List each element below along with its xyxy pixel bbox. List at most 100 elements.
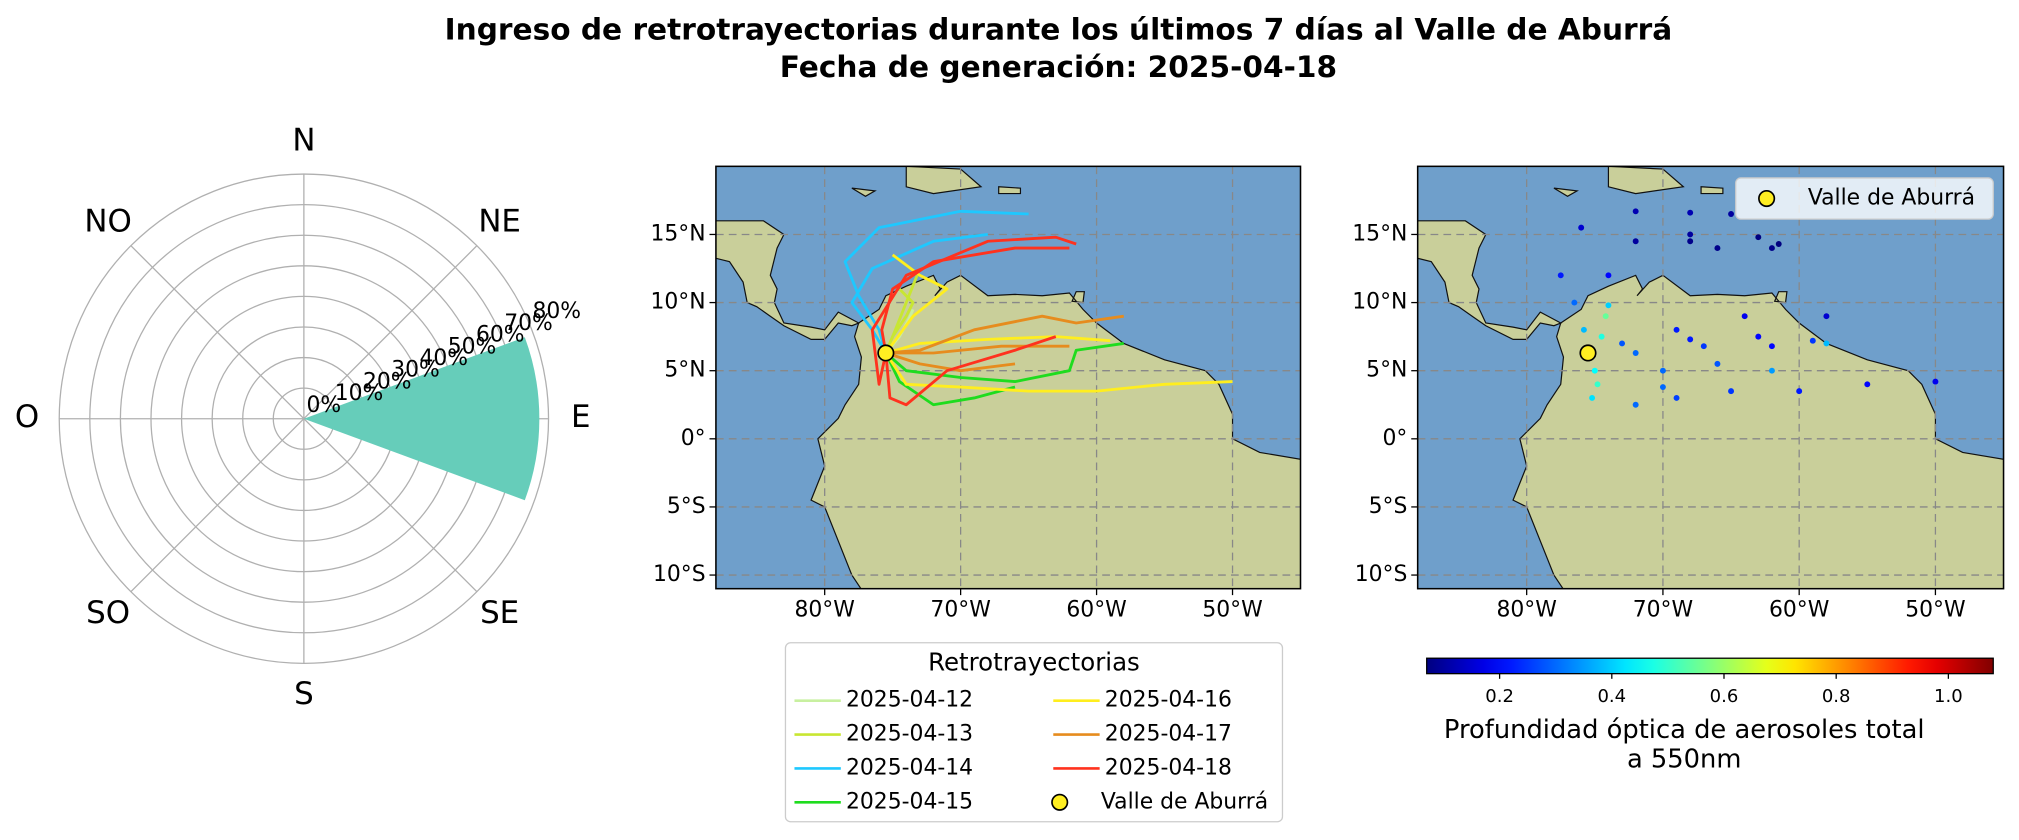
colorbar (1426, 657, 1994, 675)
title: Ingreso de retrotrayectorias durante los… (445, 13, 1673, 47)
legend-label: 2025-04-13 (846, 722, 973, 747)
aod-dot (1864, 381, 1871, 388)
y-tick-label: 15°N (650, 221, 705, 246)
trajectory (884, 274, 919, 354)
colorbar-tick-label: 1.0 (1934, 686, 1963, 707)
direction-label: S (294, 676, 314, 712)
y-tick-label: 10°N (650, 290, 705, 315)
r-tick-label: 40% (419, 346, 468, 371)
aod-dot (1768, 343, 1775, 350)
aod-dot (1796, 388, 1803, 395)
legend-label: 2025-04-12 (846, 688, 973, 713)
aod-dot (1673, 326, 1680, 333)
y-tick-label: 15°N (1352, 221, 1407, 246)
x-tick-label: 60°W (1769, 598, 1829, 623)
map-frame (1416, 165, 2005, 590)
colorbar-tick-label: 0.6 (1710, 686, 1739, 707)
aod-dot (1605, 272, 1612, 279)
r-tick-label: 80% (532, 299, 581, 324)
map (715, 166, 1301, 589)
map (1417, 166, 2004, 589)
r-tick-label: 0% (306, 393, 341, 418)
legend-label: 2025-04-15 (846, 789, 973, 814)
legend-label: 2025-04-17 (1105, 722, 1232, 747)
trajectory (880, 246, 1070, 354)
aod-dot (1659, 367, 1666, 374)
x-tick-label: 50°W (1905, 598, 1965, 623)
direction-label: O (15, 399, 39, 435)
grid-spoke (303, 418, 478, 593)
aod-dot (1823, 340, 1830, 347)
y-tick-label: 5°S (1369, 494, 1408, 519)
subtitle: Fecha de generación: 2025-04-18 (780, 50, 1337, 84)
aod-dot (1714, 360, 1721, 367)
aod-dot (1728, 388, 1735, 395)
y-tick-label: 0° (1383, 426, 1408, 451)
aod-dot (1687, 209, 1694, 216)
x-tick-label: 70°W (1633, 598, 1693, 623)
aod-dot (1659, 384, 1666, 391)
aod-dot (1605, 302, 1612, 309)
direction-label: N (292, 122, 315, 158)
aod-dot (1571, 299, 1578, 306)
aod-dot (1557, 272, 1564, 279)
colorbar-label: Profundidad óptica de aerosoles total (1444, 715, 1925, 745)
aod-dot (1823, 313, 1830, 320)
legend-title: Retrotrayectorias (928, 647, 1140, 676)
y-tick-label: 5°N (1366, 358, 1407, 383)
y-tick-label: 0° (681, 426, 706, 451)
trajectory (884, 352, 1016, 407)
aod-dot (1687, 238, 1694, 245)
legend-label: Valle de Aburrá (1808, 186, 1975, 211)
direction-label: SE (480, 595, 519, 631)
trajectory (884, 342, 1124, 384)
legend-marker (1051, 793, 1069, 811)
x-tick-label: 80°W (794, 598, 854, 623)
r-tick-label: 30% (391, 358, 440, 383)
aod-dot (1619, 340, 1626, 347)
grid-spoke (130, 418, 305, 593)
r-tick-label: 70% (504, 311, 553, 336)
aod-dot (1687, 336, 1694, 343)
x-tick-label: 60°W (1066, 598, 1126, 623)
trajectory (885, 335, 1111, 355)
r-tick-label: 60% (476, 323, 525, 348)
y-tick-label: 10°S (1355, 562, 1408, 587)
aod-dot (1632, 401, 1639, 408)
aod-dot (1932, 378, 1939, 385)
aod-dot (1728, 211, 1735, 217)
legend-box (1735, 177, 1994, 220)
plots: N NE E SE S SO O NO 0%10%20%30%40%50%60%70%80% 80… (15, 122, 2005, 823)
aod-dot (1580, 326, 1587, 333)
aod-dot (1589, 394, 1596, 401)
direction-label: NO (84, 203, 131, 239)
r-tick-label: 10% (335, 381, 384, 406)
trajectory (870, 235, 1077, 386)
trajectory (843, 209, 1029, 354)
valle-marker (1579, 344, 1597, 362)
aod-dot (1714, 245, 1721, 252)
aod-dot (1768, 367, 1775, 374)
aod-dot (1594, 381, 1601, 388)
legend-label: 2025-04-16 (1105, 688, 1232, 713)
y-tick-label: 10°S (653, 562, 706, 587)
aod-dot (1775, 241, 1782, 247)
aod-dot (1768, 245, 1775, 252)
legend-label: Valle de Aburrá (1101, 789, 1268, 814)
trajectory (884, 253, 949, 354)
aod-dot (1632, 238, 1639, 245)
x-tick-label: 70°W (930, 598, 990, 623)
aod-dot (1602, 313, 1609, 320)
aod-dot (1578, 224, 1585, 231)
map-frame (715, 165, 1302, 590)
x-tick-label: 80°W (1496, 598, 1556, 623)
colorbar-label: a 550nm (1627, 744, 1742, 774)
aod-dot (1591, 367, 1598, 374)
y-tick-label: 5°N (664, 358, 705, 383)
legend-marker (1758, 189, 1776, 208)
colorbar-tick-label: 0.8 (1822, 686, 1851, 707)
colorbar-tick-label: 0.4 (1597, 686, 1626, 707)
aod-dot (1700, 343, 1707, 350)
aod-dot (1632, 208, 1639, 215)
